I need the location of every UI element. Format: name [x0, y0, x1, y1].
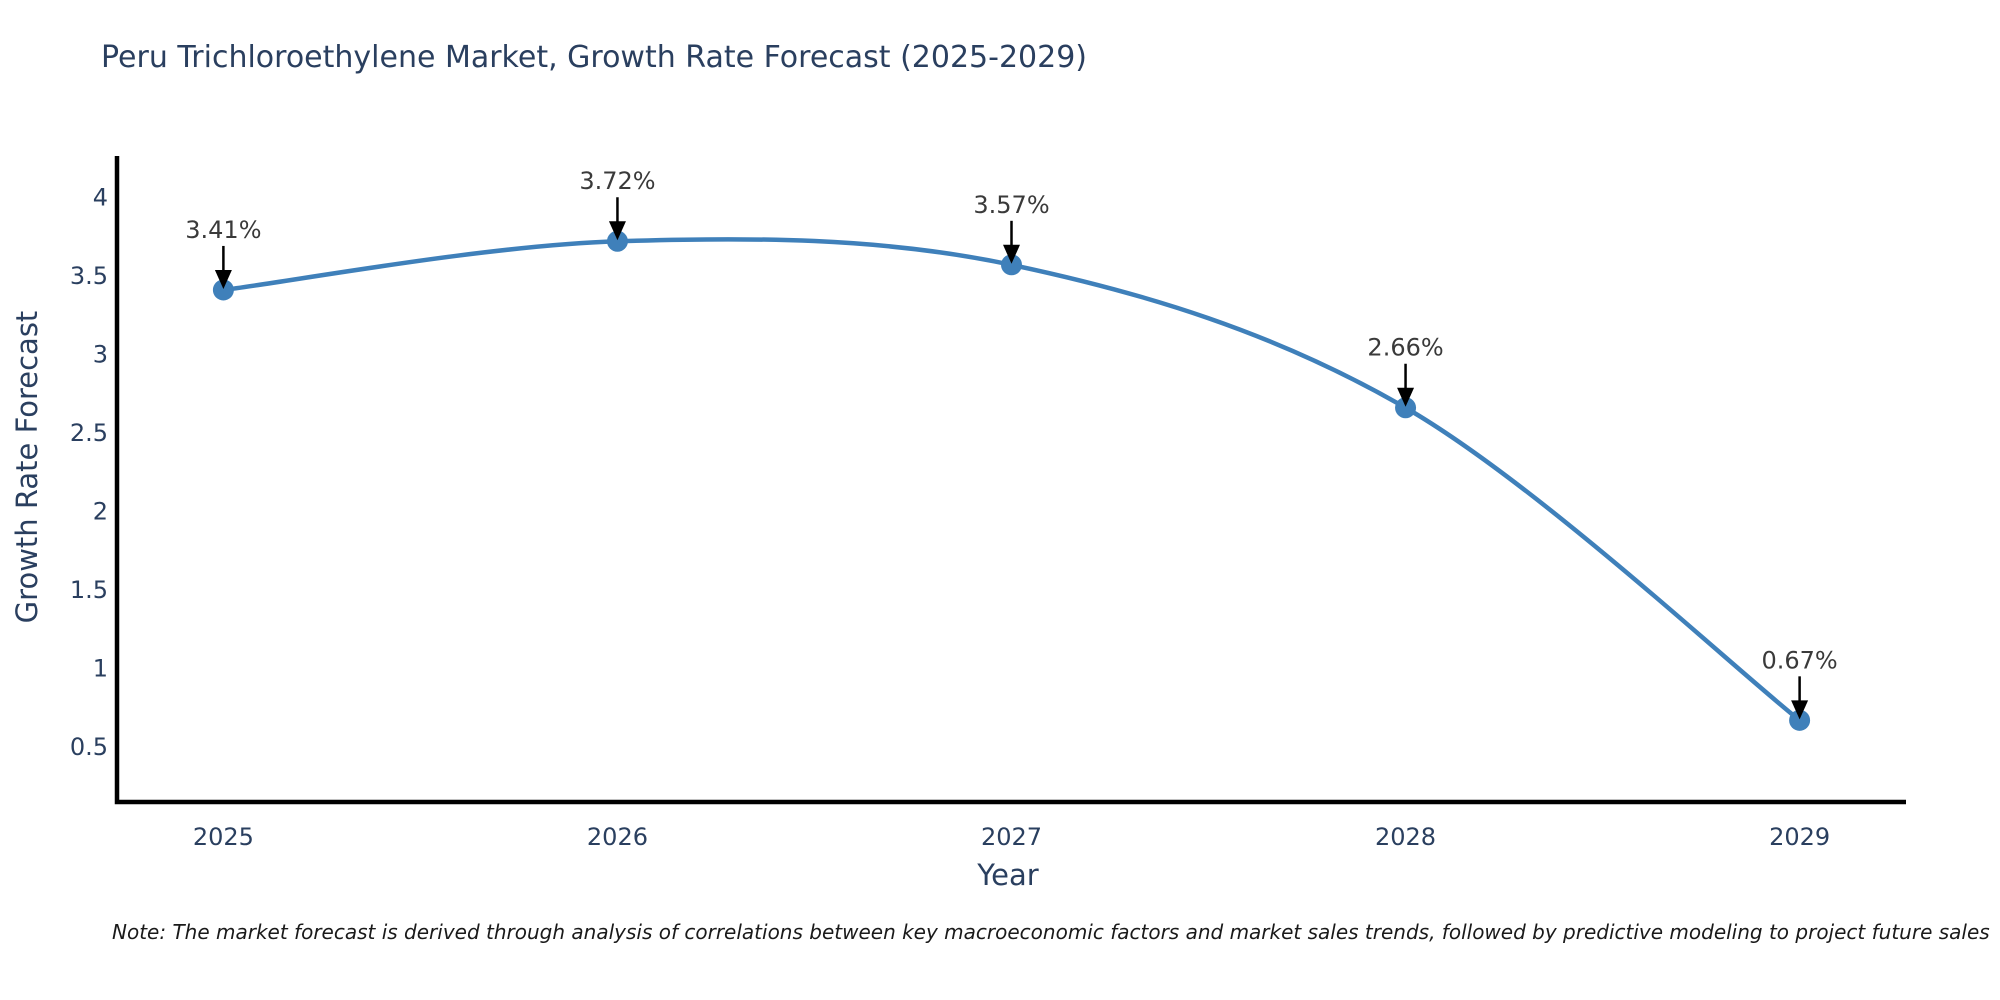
x-axis-title: Year [977, 858, 1039, 892]
y-tick-label: 3 [93, 340, 108, 368]
x-tick-label: 2027 [981, 823, 1042, 851]
annotation-arrowhead [1397, 387, 1415, 407]
axis-lines [114, 156, 1906, 805]
annotation-arrowhead [1791, 700, 1809, 720]
annotation-arrowhead [214, 269, 232, 289]
y-tick-label: 3.5 [70, 262, 108, 290]
data-point[interactable] [212, 279, 234, 301]
x-tick-label: 2025 [193, 823, 254, 851]
data-point-label: 3.57% [973, 191, 1049, 219]
data-point[interactable] [1395, 397, 1417, 419]
y-tick-label: 0.5 [70, 733, 108, 761]
x-tick-label: 2026 [587, 823, 648, 851]
data-point[interactable] [1001, 254, 1022, 276]
data-point[interactable] [1789, 709, 1811, 731]
data-point-label: 2.66% [1367, 334, 1443, 362]
y-tick-label: 2 [93, 497, 108, 525]
data-point-label: 3.72% [579, 167, 655, 195]
data-point-label: 0.67% [1761, 646, 1837, 674]
y-tick-label: 2.5 [70, 419, 108, 447]
annotation-arrowhead [1003, 244, 1020, 264]
x-tick-label: 2028 [1375, 823, 1436, 851]
chart-title: Peru Trichloroethylene Market, Growth Ra… [101, 40, 1088, 75]
y-tick-label: 4 [93, 183, 108, 211]
y-tick-label: 1 [93, 654, 108, 682]
forecast-line [221, 236, 1802, 723]
data-point-label: 3.41% [185, 216, 261, 244]
y-tick-label: 1.5 [70, 576, 108, 604]
footnote: Note: The market forecast is derived thr… [112, 920, 1990, 944]
data-point[interactable] [606, 230, 628, 252]
annotation-arrowhead [608, 221, 626, 241]
x-tick-label: 2029 [1769, 823, 1830, 851]
